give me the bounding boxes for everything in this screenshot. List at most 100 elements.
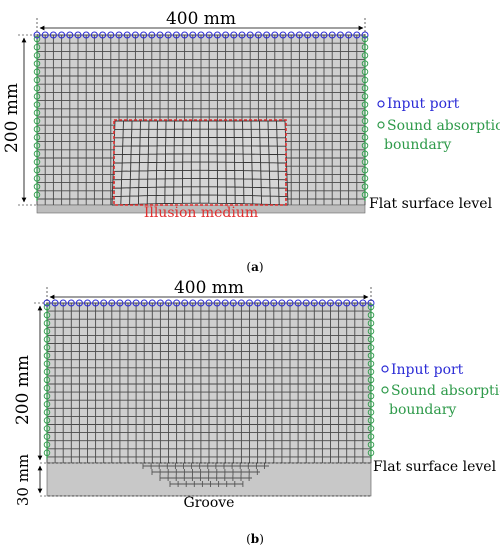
panel-a-absorption-marker bbox=[361, 183, 369, 190]
panel-b-absorption-marker bbox=[43, 368, 51, 376]
panel-b-absorption-marker bbox=[367, 417, 375, 424]
panel-a-absorption-marker bbox=[361, 93, 369, 100]
panel-a-input-port-marker bbox=[271, 31, 279, 39]
panel-a-input-port-marker bbox=[263, 31, 271, 39]
panel-a-absorption-marker bbox=[361, 43, 369, 51]
panel-a-input-port-marker bbox=[230, 31, 238, 39]
panel-a-flat-surface-label: Flat surface level bbox=[369, 196, 493, 212]
panel-a-absorption-marker bbox=[33, 43, 41, 51]
panel-b-absorption-marker bbox=[43, 336, 51, 343]
panel-b-input-port-marker bbox=[254, 299, 262, 307]
panel-a-absorption-marker bbox=[361, 158, 369, 166]
panel-b-absorption-marker bbox=[43, 400, 51, 408]
panel-b-input-port-marker bbox=[92, 299, 100, 307]
panel-a-input-port-marker bbox=[90, 31, 98, 39]
panel-b-mesh bbox=[46, 302, 372, 463]
panel-a-absorption-marker bbox=[33, 60, 41, 67]
panel-b-absorption-marker bbox=[367, 311, 375, 319]
panel-b-absorption-marker bbox=[367, 400, 375, 408]
panel-b-absorption-marker bbox=[43, 311, 51, 319]
panel-a-input-port-marker bbox=[123, 31, 131, 39]
panel-b-absorption-marker bbox=[367, 384, 375, 392]
panel-b-input-port-marker bbox=[165, 299, 172, 307]
panel-b-input-port-marker bbox=[359, 299, 367, 307]
panel-a-absorption-marker bbox=[361, 125, 369, 133]
panel-b-input-port-marker bbox=[270, 299, 278, 307]
panel-b-absorption-marker bbox=[43, 384, 51, 392]
panel-a-input-port-marker bbox=[328, 31, 336, 39]
panel-b-input-port-marker bbox=[286, 299, 294, 307]
panel-b-absorption-marker bbox=[43, 392, 51, 400]
panel-b-input-port-marker bbox=[246, 299, 253, 307]
panel-b-legend-input-port: Input port bbox=[391, 362, 464, 378]
panel-a-legend-absorption-marker bbox=[377, 121, 385, 129]
panel-b-input-port-marker bbox=[67, 299, 75, 307]
panel-a-input-port-marker bbox=[172, 31, 180, 39]
panel-a-input-port-marker bbox=[353, 31, 361, 39]
panel-b-legend-absorption-marker bbox=[381, 386, 389, 394]
panel-b-absorption-marker bbox=[367, 392, 375, 400]
panel-b-input-port-marker bbox=[140, 299, 148, 307]
panel-b-legend-absorption-line1: Sound absorption bbox=[391, 383, 500, 399]
panel-b-legend-absorption-line2: boundary bbox=[389, 402, 456, 418]
panel-a-illusion-mesh bbox=[111, 120, 289, 206]
panel-a-absorption-marker bbox=[361, 117, 369, 125]
panel-a-absorption-marker bbox=[33, 158, 41, 166]
panel-a-absorption-marker bbox=[361, 101, 369, 108]
panel-a-absorption-marker bbox=[33, 183, 41, 190]
panel-b-input-port-marker bbox=[213, 299, 221, 307]
panel-a-legend-input-port: Input port bbox=[387, 96, 460, 112]
panel-a-absorption-marker bbox=[361, 150, 369, 158]
panel-a-height-label: 200 mm bbox=[2, 83, 22, 153]
panel-b-input-port-marker bbox=[278, 299, 286, 307]
panel-a-input-port-marker bbox=[312, 31, 320, 39]
panel-a-input-port-marker bbox=[99, 31, 107, 39]
panel-b-width-label: 400 mm bbox=[174, 278, 244, 298]
panel-b-input-port-marker bbox=[335, 299, 343, 307]
panel-a-absorption-marker bbox=[33, 142, 41, 149]
panel-a-absorption-marker bbox=[361, 35, 369, 43]
panel-a-absorption-marker bbox=[361, 52, 369, 59]
panel-b-absorption-marker bbox=[367, 344, 375, 351]
panel-b-absorption-marker bbox=[43, 417, 51, 424]
panel-a-input-port-marker bbox=[181, 31, 189, 39]
panel-a-input-port-marker bbox=[197, 31, 205, 39]
panel-b-input-port-marker bbox=[75, 299, 83, 307]
panel-b-input-port-marker bbox=[197, 299, 205, 307]
panel-a-absorption-marker bbox=[361, 142, 369, 149]
panel-b-input-port-marker bbox=[310, 299, 318, 307]
panel-b-absorption-marker bbox=[43, 409, 51, 416]
panel-b-input-port-marker bbox=[124, 299, 132, 307]
panel-b-absorption-marker bbox=[367, 336, 375, 343]
panel-a-input-port-marker bbox=[213, 31, 221, 39]
panel-a-illusion-region bbox=[113, 119, 287, 206]
panel-a-legend-absorption-line1: Sound absorption bbox=[387, 118, 500, 134]
panel-b-input-port-marker bbox=[237, 299, 245, 307]
panel-a-absorption-marker bbox=[361, 175, 369, 182]
panel-a-input-port-marker bbox=[205, 31, 213, 39]
panel-a-input-port-marker bbox=[304, 31, 312, 39]
panel-a-caption-letter: a bbox=[251, 260, 259, 274]
panel-a-absorption-marker bbox=[33, 68, 41, 76]
panel-a-input-port-marker bbox=[164, 31, 172, 39]
panel-b-absorption-marker bbox=[43, 425, 51, 432]
panel-b-input-port-marker bbox=[318, 299, 326, 307]
panel-b-input-port-marker bbox=[221, 299, 229, 307]
panel-a-absorption-marker bbox=[33, 134, 41, 141]
panel-a-input-port-marker bbox=[238, 31, 246, 39]
panel-a-absorption-marker bbox=[361, 191, 369, 199]
panel-b-groove-lines bbox=[142, 463, 269, 487]
panel-b-input-port-marker bbox=[173, 299, 181, 307]
panel-b-absorption-marker bbox=[367, 376, 375, 384]
panel-b-input-port-marker bbox=[116, 299, 124, 307]
panel-b-input-port-marker bbox=[148, 299, 156, 307]
panel-b-input-port-marker bbox=[351, 299, 359, 307]
panel-a-absorption-marker bbox=[361, 76, 369, 84]
panel-a-illusion-label: Illusion medium bbox=[144, 205, 258, 221]
panel-b-absorption-marker bbox=[367, 368, 375, 376]
panel-b-absorption-marker bbox=[367, 328, 375, 335]
panel-a-absorption-marker bbox=[33, 109, 41, 117]
panel-b-absorption-markers bbox=[43, 303, 375, 459]
panel-b-input-port-marker bbox=[108, 299, 116, 307]
panel-b-input-port-marker bbox=[189, 299, 197, 307]
